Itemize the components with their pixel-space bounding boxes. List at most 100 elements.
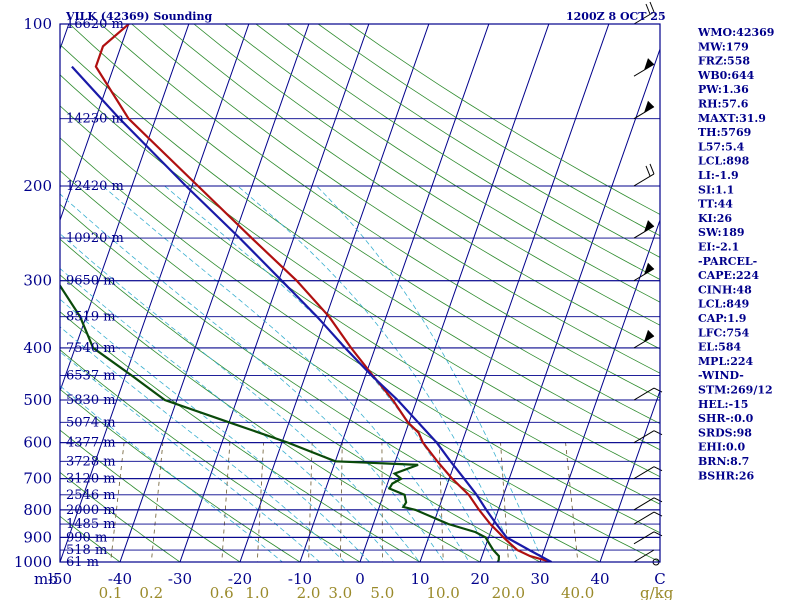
wind-barb [633,531,663,545]
index-item: BSHR:26 [698,469,754,482]
mixing-unit-label: g/kg [640,584,674,600]
index-item: KI:26 [698,212,732,225]
barb-feather [653,511,663,517]
mixing-ratio-labels: 0.1 0.2 0.6 1.0 2.0 3.0 5.0 10.0 20.0 40.0 [99,584,595,600]
mixing-tick-10.0: 10.0 [426,584,459,600]
index-item: L57:5.4 [698,140,745,153]
wind-barbs [633,1,663,566]
height-label: 2546 m [66,488,116,503]
barb-flag [644,220,654,233]
pressure-tick-600: 600 [23,434,52,452]
index-item: LFC:754 [698,326,750,339]
temp-tick--30: -30 [168,570,192,588]
barb-feather [653,466,663,472]
height-label: 5830 m [66,393,116,408]
index-item: STM:269/12 [698,384,773,397]
height-labels: 16620 m 14230 m 12420 m 10920 m 9650 m 8519 m… [66,17,124,570]
temp-tick-20: 20 [470,570,489,588]
index-item: LCL:898 [698,155,750,168]
barb-staff [633,387,655,401]
temp-tick-10: 10 [410,570,429,588]
moist-adiabat [60,233,420,562]
index-item: SI:1.1 [698,183,734,196]
index-item: CAP:1.9 [698,312,746,325]
pressure-tick-200: 200 [23,177,52,195]
dewpoint-line [60,283,501,562]
barb-feather [653,497,663,503]
mixing-tick-0.6: 0.6 [210,584,234,600]
isobar-lines [60,23,660,563]
isotherm-line [479,47,660,562]
index-item: SHR-:0.0 [698,412,754,425]
dry-adiabat [60,349,361,562]
barb-flag [644,262,654,275]
index-item: LCL:849 [698,298,749,311]
mixing-ratio-line [438,442,444,562]
pressure-tick-400: 400 [23,339,52,357]
wind-barb [633,1,655,25]
wind-barb [633,430,663,444]
index-item: BRN:8.7 [698,455,749,468]
index-item: MW:179 [698,40,749,53]
temp-tick-40: 40 [590,570,609,588]
height-label: 9650 m [66,274,116,289]
mixing-tick-20.0: 20.0 [492,584,525,600]
wind-barb [633,387,663,401]
height-label: 16620 m [66,17,124,32]
moist-adiabat [60,298,371,562]
index-item: EL:584 [698,341,741,354]
height-label: 1485 m [66,517,116,532]
wind-barb [633,549,660,566]
dry-adiabat [131,24,660,374]
mixing-ratio-line [110,442,125,562]
height-label: 990 m [66,530,107,545]
height-label: 61 m [66,555,99,570]
parcel-line [71,65,552,562]
temp-tick-30: 30 [530,570,549,588]
index-item: HEL:-15 [698,398,748,411]
temp-tick--20: -20 [228,570,252,588]
index-item: WMO:42369 [697,26,774,39]
mixing-ratio-line [256,442,264,562]
barb-feather [649,163,655,175]
isotherm-line [0,0,17,573]
height-label: 2000 m [66,503,116,518]
mixing-ratio-line [565,442,579,562]
temp-tick--40: -40 [108,570,132,588]
height-label: 10920 m [66,231,124,246]
index-item: PW:1.36 [698,83,749,96]
index-item: MPL:224 [698,355,754,368]
station-title: VILK (42369) Sounding [65,10,212,23]
barb-feather [645,3,651,15]
moist-adiabat [102,185,470,562]
barb-feather [649,1,655,13]
mixing-ratio-line [221,442,231,562]
moist-adiabat [237,185,519,562]
isotherm-line [60,24,250,562]
index-item: FRZ:558 [698,55,750,68]
index-item: EHI:0.0 [698,441,745,454]
mixing-tick-3.0: 3.0 [328,584,352,600]
mixing-ratio-line [339,442,343,562]
isotherm-line [299,24,490,562]
index-item: -WIND- [698,369,744,382]
dry-adiabat [60,105,660,505]
wind-barb [633,100,655,120]
dry-adiabat [69,24,660,425]
profile-lines [60,24,552,562]
pressure-tick-900: 900 [23,528,52,546]
pressure-tick-800: 800 [23,501,52,519]
pressure-tick-500: 500 [23,391,52,409]
isotherm-line [119,24,310,562]
index-item: CINH:48 [698,283,752,296]
height-label: 4377 m [66,436,116,451]
height-label: 8519 m [66,310,116,325]
temp-tick--50: -50 [48,570,72,588]
temperature-line [94,24,552,562]
mixing-ratio-line [150,442,164,562]
dry-adiabat [100,24,660,399]
index-item: WB0:644 [697,69,755,82]
wind-barb [633,511,663,525]
barb-staff [633,531,655,545]
